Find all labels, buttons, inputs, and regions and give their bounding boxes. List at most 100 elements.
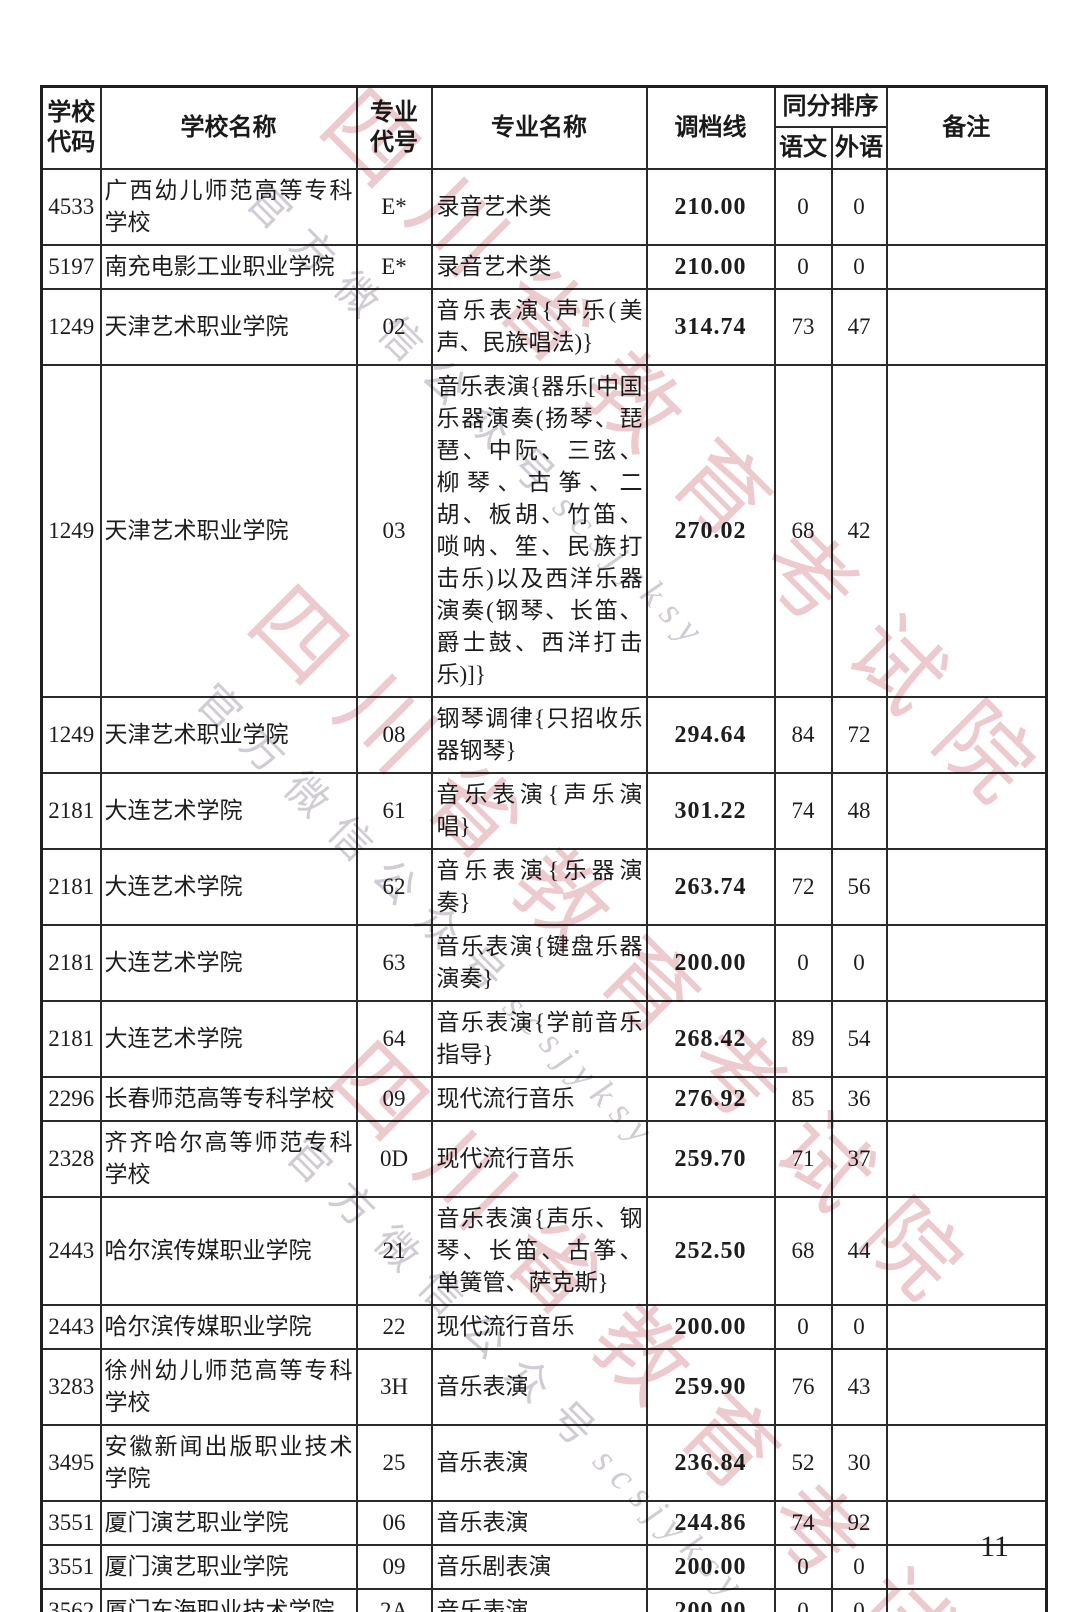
- foreign-cell: 47: [830, 287, 888, 366]
- school-code-cell: 3551: [40, 1543, 102, 1590]
- major-code-cell: 21: [355, 1195, 433, 1306]
- school-name-cell: 大连艺术学院: [99, 771, 358, 850]
- chinese-cell: 74: [773, 1499, 833, 1546]
- remark-cell: [885, 1119, 1048, 1198]
- foreign-cell: 92: [830, 1499, 888, 1546]
- major-code-cell: 09: [355, 1075, 433, 1122]
- foreign-cell: 42: [830, 363, 888, 698]
- major-code-cell: 63: [355, 923, 433, 1002]
- chinese-cell: 0: [773, 923, 833, 1002]
- school-code-cell: 2443: [40, 1195, 102, 1306]
- school-code-cell: 5197: [40, 243, 102, 290]
- score-cell: 276.92: [645, 1075, 776, 1122]
- school-name-cell: 厦门演艺职业学院: [99, 1499, 358, 1546]
- table-row: 4533 广西幼儿师范高等专科学校 E* 录音艺术类 210.00 0 0: [40, 167, 1048, 246]
- major-name-cell: 音乐表演{乐器演奏}: [430, 847, 648, 926]
- header-school-code: 学校代码: [40, 85, 102, 170]
- table-row: 3551 厦门演艺职业学院 06 音乐表演 244.86 74 92: [40, 1499, 1048, 1546]
- major-name-cell: 音乐表演: [430, 1347, 648, 1426]
- chinese-cell: 72: [773, 847, 833, 926]
- header-score-line: 调档线: [645, 85, 776, 170]
- major-name-cell: 音乐表演{键盘乐器演奏}: [430, 923, 648, 1002]
- school-name-cell: 徐州幼儿师范高等专科学校: [99, 1347, 358, 1426]
- table-row: 5197 南充电影工业职业学院 E* 录音艺术类 210.00 0 0: [40, 243, 1048, 290]
- score-cell: 294.64: [645, 695, 776, 774]
- major-code-cell: E*: [355, 167, 433, 246]
- foreign-cell: 0: [830, 167, 888, 246]
- remark-cell: [885, 1347, 1048, 1426]
- school-code-cell: 2296: [40, 1075, 102, 1122]
- table-row: 2181 大连艺术学院 63 音乐表演{键盘乐器演奏} 200.00 0 0: [40, 923, 1048, 1002]
- major-name-cell: 音乐表演{器乐[中国乐器演奏(扬琴、琵琶、中阮、三弦、柳琴、古筝、二胡、板胡、竹…: [430, 363, 648, 698]
- major-code-cell: 02: [355, 287, 433, 366]
- foreign-cell: 30: [830, 1423, 888, 1502]
- school-code-cell: 3283: [40, 1347, 102, 1426]
- school-code-cell: 1249: [40, 287, 102, 366]
- table-header: 学校代码 学校名称 专业代号 专业名称 调档线 同分排序 备注 语文 外语: [40, 85, 1048, 170]
- score-cell: 252.50: [645, 1195, 776, 1306]
- foreign-cell: 44: [830, 1195, 888, 1306]
- remark-cell: [885, 1543, 1048, 1590]
- school-name-cell: 大连艺术学院: [99, 999, 358, 1078]
- table-row: 3495 安徽新闻出版职业技术学院 25 音乐表演 236.84 52 30: [40, 1423, 1048, 1502]
- school-code-cell: 1249: [40, 695, 102, 774]
- major-name-cell: 音乐表演: [430, 1587, 648, 1612]
- chinese-cell: 85: [773, 1075, 833, 1122]
- school-name-cell: 哈尔滨传媒职业学院: [99, 1195, 358, 1306]
- table-body: 4533 广西幼儿师范高等专科学校 E* 录音艺术类 210.00 0 0 5197 南充电影工…: [40, 167, 1048, 1612]
- table-row: 2328 齐齐哈尔高等师范专科学校 0D 现代流行音乐 259.70 71 37: [40, 1119, 1048, 1198]
- remark-cell: [885, 847, 1048, 926]
- school-code-cell: 1249: [40, 363, 102, 698]
- chinese-cell: 68: [773, 1195, 833, 1306]
- table-row: 1249 天津艺术职业学院 02 音乐表演{声乐(美声、民族唱法)} 314.74 73 4…: [40, 287, 1048, 366]
- score-cell: 270.02: [645, 363, 776, 698]
- major-name-cell: 音乐表演: [430, 1423, 648, 1502]
- school-code-cell: 2181: [40, 847, 102, 926]
- major-name-cell: 音乐表演{声乐演唱}: [430, 771, 648, 850]
- score-cell: 236.84: [645, 1423, 776, 1502]
- foreign-cell: 54: [830, 999, 888, 1078]
- remark-cell: [885, 1499, 1048, 1546]
- remark-cell: [885, 287, 1048, 366]
- table-row: 3283 徐州幼儿师范高等专科学校 3H 音乐表演 259.90 76 43: [40, 1347, 1048, 1426]
- header-remark: 备注: [885, 85, 1048, 170]
- chinese-cell: 0: [773, 1303, 833, 1350]
- remark-cell: [885, 363, 1048, 698]
- chinese-cell: 0: [773, 1543, 833, 1590]
- school-name-cell: 厦门东海职业技术学院: [99, 1587, 358, 1612]
- header-tie-break: 同分排序: [773, 85, 888, 128]
- foreign-cell: 37: [830, 1119, 888, 1198]
- school-name-cell: 齐齐哈尔高等师范专科学校: [99, 1119, 358, 1198]
- header-school-name: 学校名称: [99, 85, 358, 170]
- page-number: 11: [980, 1530, 1009, 1563]
- table-row: 1249 天津艺术职业学院 08 钢琴调律{只招收乐器钢琴} 294.64 84 72: [40, 695, 1048, 774]
- major-code-cell: 64: [355, 999, 433, 1078]
- score-cell: 314.74: [645, 287, 776, 366]
- chinese-cell: 84: [773, 695, 833, 774]
- school-code-cell: 2181: [40, 999, 102, 1078]
- table-row: 3551 厦门演艺职业学院 09 音乐剧表演 200.00 0 0: [40, 1543, 1048, 1590]
- admission-score-table: 学校代码 学校名称 专业代号 专业名称 调档线 同分排序 备注 语文 外语 45…: [40, 85, 1048, 1612]
- admission-table-container: 学校代码 学校名称 专业代号 专业名称 调档线 同分排序 备注 语文 外语 45…: [40, 85, 1048, 1612]
- major-code-cell: 61: [355, 771, 433, 850]
- header-chinese: 语文: [773, 125, 833, 170]
- school-code-cell: 3562: [40, 1587, 102, 1612]
- major-name-cell: 音乐表演{学前音乐指导}: [430, 999, 648, 1078]
- chinese-cell: 74: [773, 771, 833, 850]
- major-code-cell: 25: [355, 1423, 433, 1502]
- remark-cell: [885, 243, 1048, 290]
- remark-cell: [885, 1195, 1048, 1306]
- score-cell: 244.86: [645, 1499, 776, 1546]
- remark-cell: [885, 1303, 1048, 1350]
- school-code-cell: 2328: [40, 1119, 102, 1198]
- foreign-cell: 36: [830, 1075, 888, 1122]
- major-code-cell: 62: [355, 847, 433, 926]
- school-name-cell: 大连艺术学院: [99, 923, 358, 1002]
- foreign-cell: 43: [830, 1347, 888, 1426]
- table-row: 2181 大连艺术学院 64 音乐表演{学前音乐指导} 268.42 89 54: [40, 999, 1048, 1078]
- score-cell: 200.00: [645, 1587, 776, 1612]
- school-name-cell: 天津艺术职业学院: [99, 363, 358, 698]
- chinese-cell: 76: [773, 1347, 833, 1426]
- school-name-cell: 长春师范高等专科学校: [99, 1075, 358, 1122]
- score-cell: 210.00: [645, 167, 776, 246]
